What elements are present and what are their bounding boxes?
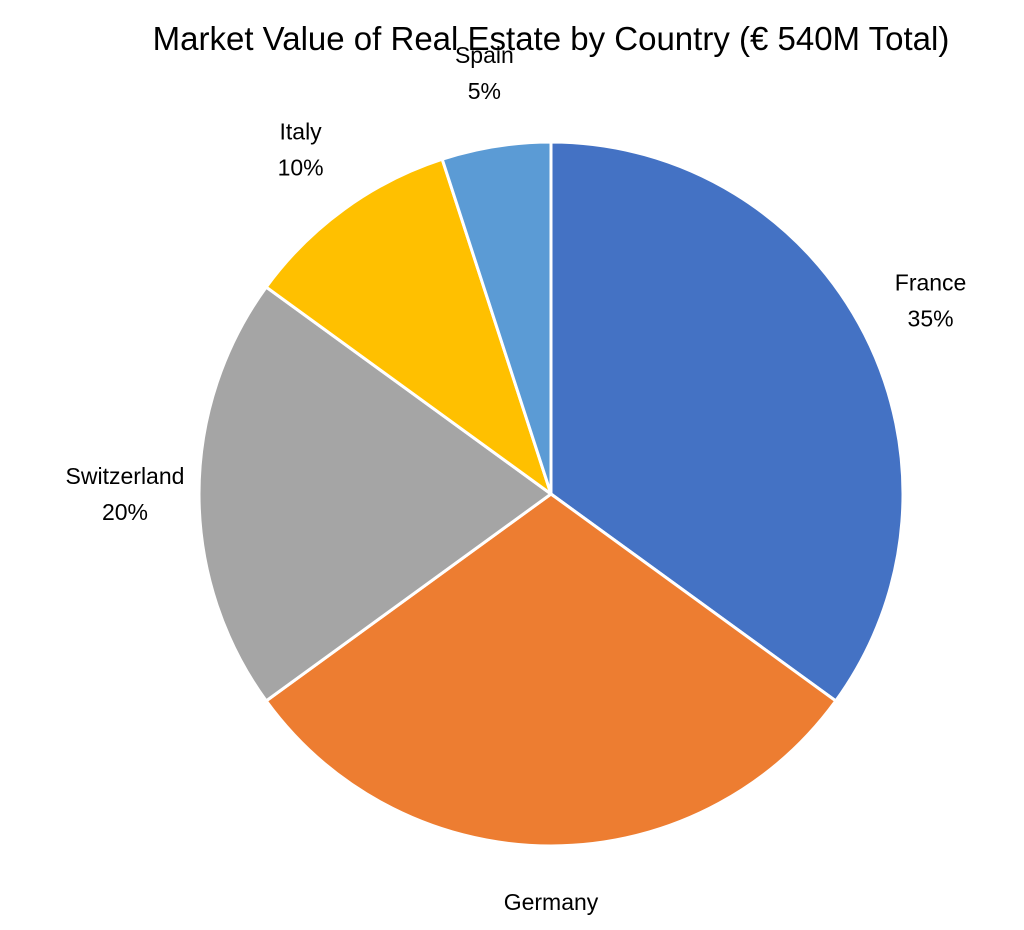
slice-value-italy: 10% — [278, 154, 324, 180]
slice-labels: France 35% Germany 30% Switzerland 20% Italy 10… — [66, 42, 967, 930]
slice-label-switzerland: Switzerland — [66, 463, 185, 489]
pie-slices — [197, 140, 905, 848]
pie-slice-italy — [264, 157, 554, 498]
slice-label-italy: Italy — [280, 118, 323, 144]
slice-value-switzerland: 20% — [102, 499, 148, 525]
chart-title: Market Value of Real Estate by Country (… — [153, 20, 950, 57]
pie-slice-france — [549, 140, 905, 703]
pie-slice-spain — [440, 140, 553, 495]
slice-value-germany: 30% — [528, 925, 574, 930]
slice-label-germany: Germany — [504, 889, 599, 915]
pie-slice-switzerland — [197, 285, 554, 703]
slice-value-spain: 5% — [468, 78, 501, 104]
slice-label-spain: Spain — [455, 42, 514, 68]
slice-value-france: 35% — [908, 306, 954, 332]
slice-label-france: France — [895, 270, 967, 296]
pie-slice-germany — [264, 492, 838, 848]
